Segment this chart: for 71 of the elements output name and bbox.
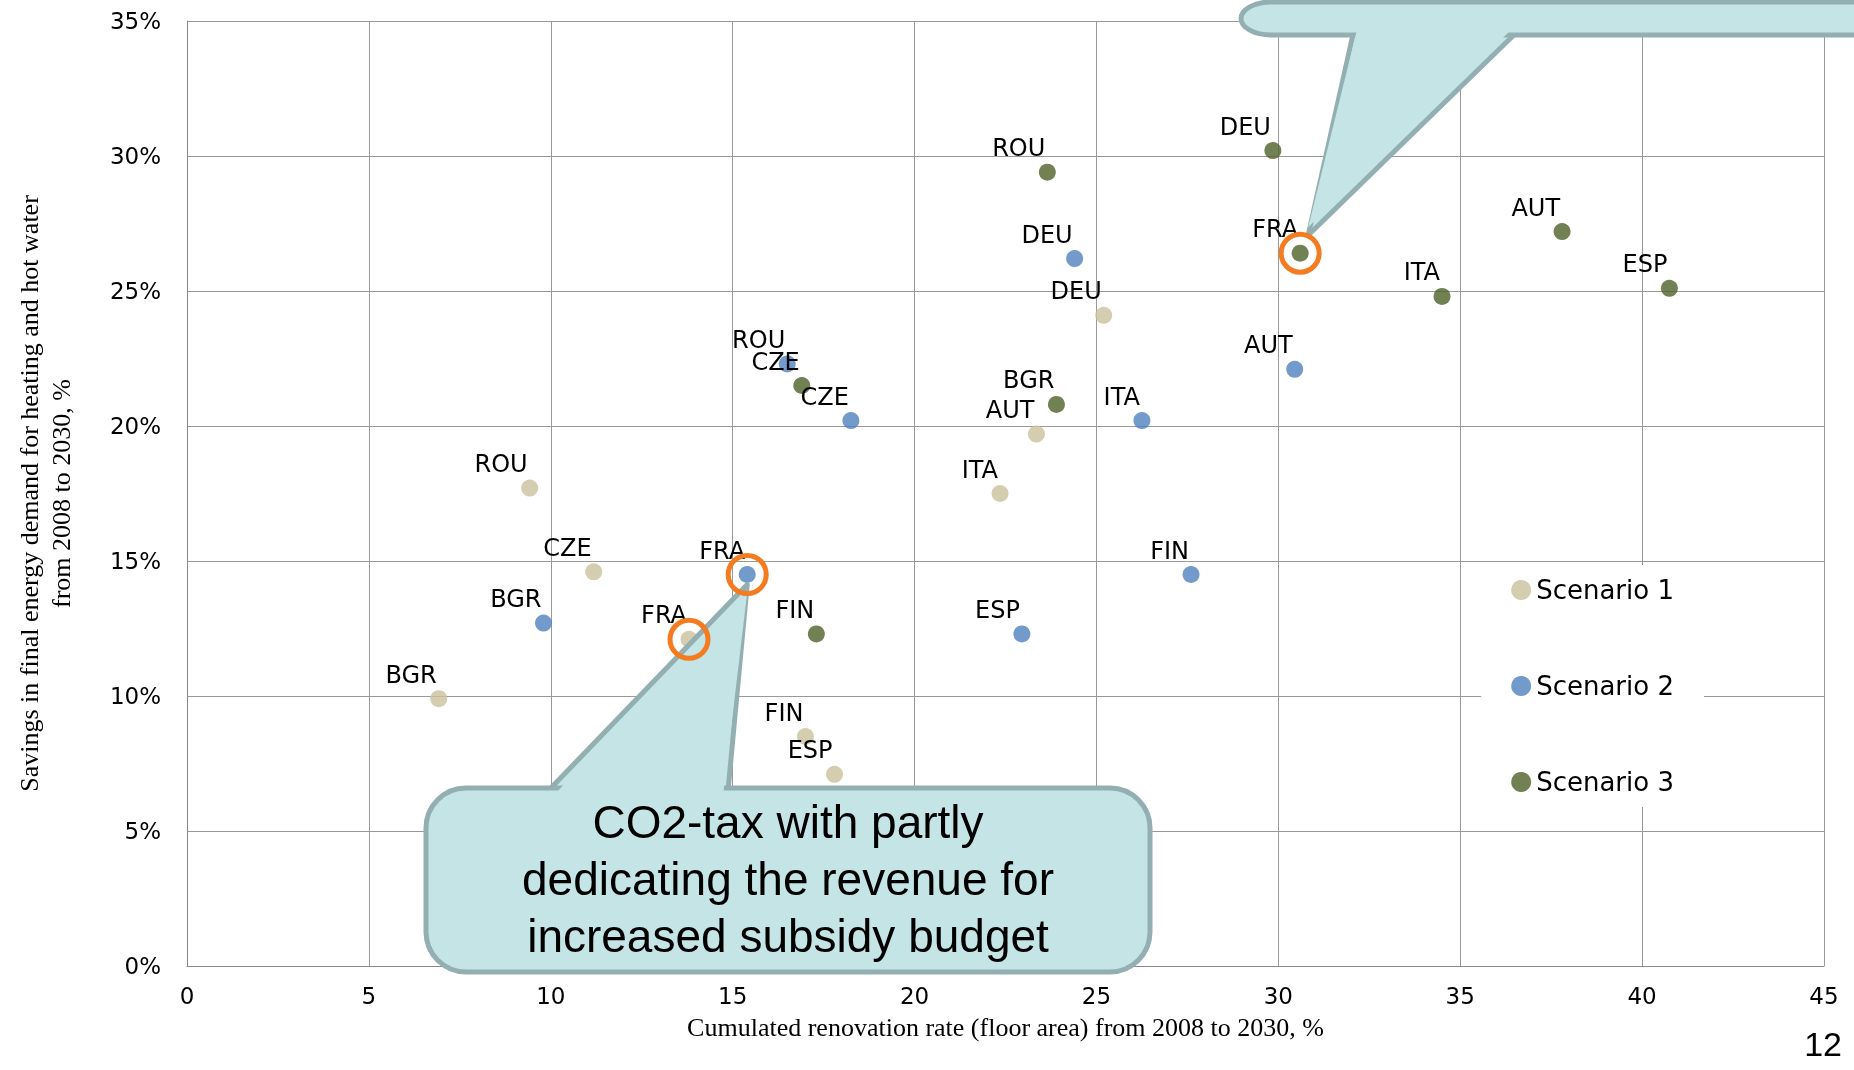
annotation: ESP <box>787 736 833 765</box>
x-tick-label: 45 <box>1809 982 1839 1009</box>
point <box>1066 250 1084 268</box>
x-tick-label: 15 <box>718 982 748 1009</box>
annotation: ESP <box>974 595 1020 624</box>
point <box>1433 287 1451 305</box>
annotation: FIN <box>764 698 804 727</box>
annotation: ITA <box>1103 382 1141 411</box>
point <box>430 690 448 708</box>
annotation: FRA <box>1252 215 1299 244</box>
annotation: BGR <box>385 660 437 689</box>
annotation: CO2-tax with partly dedicating the revenue for increased subsidy budget <box>521 795 1055 964</box>
annotation: AUT <box>985 396 1035 425</box>
point <box>826 765 844 783</box>
x-axis-title: Cumulated renovation rate (floor area) from 2008 to 2030, % <box>687 1012 1324 1042</box>
y-tick-label: 15% <box>109 548 161 574</box>
y-tick-label: 35% <box>109 8 161 34</box>
annotation: DEU <box>1219 112 1271 141</box>
y-tick-label: 20% <box>109 413 161 439</box>
point <box>1047 395 1065 413</box>
point <box>521 479 539 497</box>
x-tick-label: 10 <box>536 982 566 1009</box>
point <box>1286 360 1304 378</box>
annotation: ITA <box>1403 258 1441 287</box>
annotation: DEU <box>1050 277 1102 306</box>
annotation: CZE <box>800 382 849 411</box>
legend-label: Scenario 2 <box>1536 671 1675 701</box>
point <box>1182 566 1200 583</box>
y-tick-label: 0% <box>124 953 161 979</box>
point <box>842 412 860 430</box>
x-tick-label: 40 <box>1627 982 1657 1009</box>
y-tick-label: 10% <box>109 683 161 709</box>
point <box>1553 223 1571 241</box>
annotation: BGR <box>1003 366 1055 395</box>
annotation: ITA <box>961 455 999 484</box>
annotation: ROU <box>474 450 528 479</box>
x-tick-label: 30 <box>1263 982 1293 1009</box>
point <box>1027 425 1045 443</box>
point <box>991 485 1009 502</box>
annotation: FRA <box>699 536 746 565</box>
x-tick-label: 0 <box>179 982 195 1009</box>
point <box>1095 306 1113 324</box>
point <box>807 625 825 643</box>
point <box>1038 163 1056 181</box>
legend-label: Scenario 1 <box>1536 575 1675 605</box>
x-tick-label: 20 <box>899 982 930 1009</box>
point <box>1264 142 1282 160</box>
point <box>1133 412 1151 430</box>
y-tick-label: 25% <box>109 278 161 304</box>
point <box>535 614 552 632</box>
x-tick-label: 35 <box>1445 982 1475 1009</box>
text: 12 <box>1804 1025 1842 1064</box>
annotation: ROU <box>992 134 1046 163</box>
annotation: AUT <box>1511 193 1561 222</box>
x-tick-label: 5 <box>361 982 377 1009</box>
legend-label: Scenario 3 <box>1536 767 1675 797</box>
annotation: FIN <box>1150 536 1190 565</box>
annotation: BGR <box>490 585 542 614</box>
point <box>1660 279 1678 297</box>
annotation: AUT <box>1244 331 1294 360</box>
annotation: ESP <box>1622 250 1668 279</box>
point <box>585 563 603 581</box>
annotation: CZE <box>543 533 592 562</box>
annotation: DEU <box>1021 220 1073 249</box>
y-axis-title: Savings in final energy demand for heating and hot water from 2008 to 2030, % <box>14 194 76 792</box>
annotation: FIN <box>775 595 815 624</box>
x-tick-label: 25 <box>1081 982 1112 1009</box>
y-tick-label: 30% <box>109 143 161 169</box>
y-tick-label: 5% <box>124 818 161 844</box>
annotation: FRA <box>641 601 688 630</box>
point <box>1013 625 1031 643</box>
